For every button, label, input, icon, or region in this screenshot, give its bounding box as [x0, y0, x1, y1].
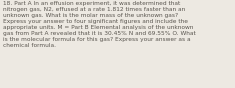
- Text: 18. Part A In an effusion experiment, it was determined that
nitrogen gas, N2, e: 18. Part A In an effusion experiment, it…: [3, 1, 196, 48]
